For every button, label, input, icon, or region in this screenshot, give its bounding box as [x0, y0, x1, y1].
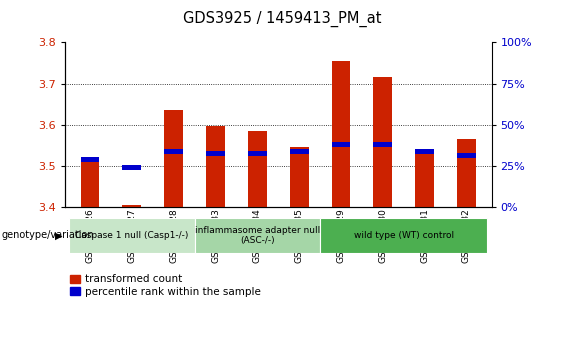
Bar: [81, 157, 99, 162]
Bar: [332, 61, 350, 207]
Bar: [415, 152, 434, 207]
Bar: [457, 153, 476, 158]
Text: GDS3925 / 1459413_PM_at: GDS3925 / 1459413_PM_at: [183, 11, 382, 27]
Bar: [206, 151, 225, 156]
Bar: [194, 218, 320, 253]
Legend: transformed count, percentile rank within the sample: transformed count, percentile rank withi…: [70, 274, 260, 297]
Bar: [373, 142, 392, 147]
Text: inflammasome adapter null
(ASC-/-): inflammasome adapter null (ASC-/-): [195, 226, 320, 245]
Bar: [320, 218, 488, 253]
Bar: [81, 162, 99, 207]
Bar: [457, 139, 476, 207]
Bar: [290, 147, 308, 207]
Bar: [415, 149, 434, 154]
Bar: [164, 110, 183, 207]
Text: genotype/variation: genotype/variation: [1, 230, 94, 240]
Bar: [290, 149, 308, 154]
Bar: [123, 165, 141, 170]
Bar: [206, 126, 225, 207]
Text: ▶: ▶: [55, 230, 62, 240]
Text: wild type (WT) control: wild type (WT) control: [354, 231, 454, 240]
Text: Caspase 1 null (Casp1-/-): Caspase 1 null (Casp1-/-): [75, 231, 189, 240]
Bar: [69, 218, 194, 253]
Bar: [164, 149, 183, 154]
Bar: [248, 131, 267, 207]
Bar: [332, 142, 350, 147]
Bar: [248, 151, 267, 156]
Bar: [123, 205, 141, 207]
Bar: [373, 78, 392, 207]
